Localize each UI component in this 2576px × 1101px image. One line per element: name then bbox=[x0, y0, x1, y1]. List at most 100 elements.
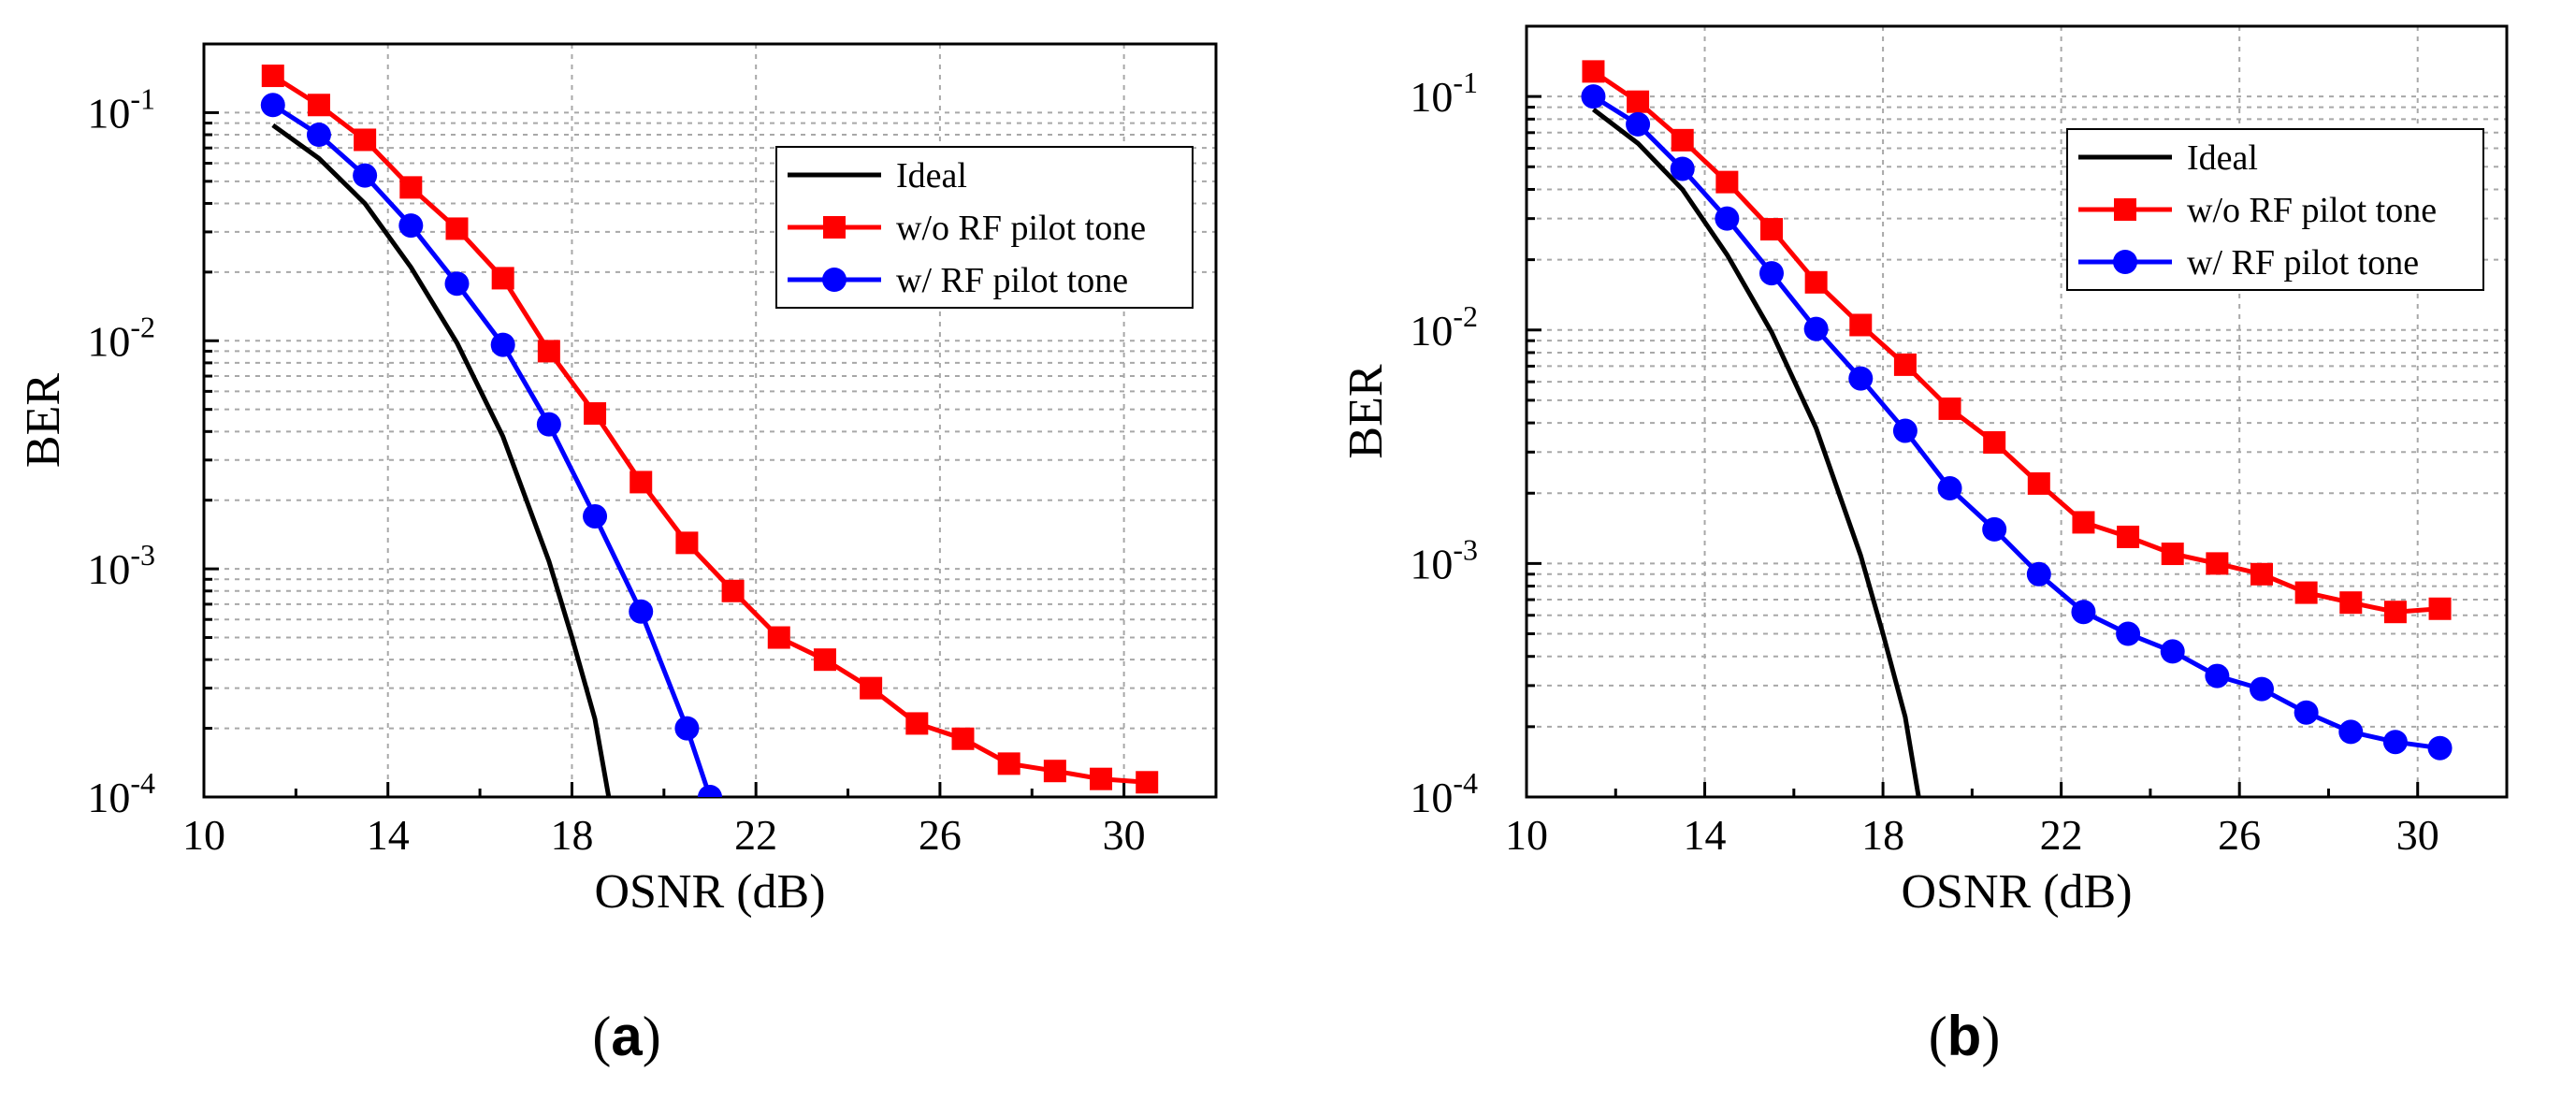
y-tick-label: 10-4 bbox=[1410, 766, 1478, 821]
data-point-circle bbox=[2427, 735, 2453, 761]
data-point-square bbox=[307, 94, 330, 117]
legend-marker-circle bbox=[2113, 250, 2137, 274]
data-point-circle bbox=[698, 785, 722, 797]
data-point-square bbox=[1090, 767, 1113, 790]
plot-frame bbox=[1525, 24, 2509, 799]
y-axis-title: BER bbox=[17, 373, 70, 468]
data-point-square bbox=[951, 727, 975, 750]
y-tick-exponent: -2 bbox=[130, 310, 155, 343]
data-point-square bbox=[2294, 581, 2318, 604]
data-point-circle bbox=[2205, 663, 2230, 688]
data-point-square bbox=[1983, 430, 2006, 454]
data-point-square bbox=[1893, 353, 1917, 376]
data-point-circle bbox=[1670, 156, 1695, 181]
legend-label: Ideal bbox=[2187, 138, 2258, 178]
panel-label-letter: b bbox=[1947, 1005, 1982, 1067]
data-point-circle bbox=[1982, 516, 2007, 542]
data-point-circle bbox=[444, 271, 470, 297]
panel-label: (b) bbox=[1929, 1005, 2001, 1067]
x-tick-label: 10 bbox=[1505, 811, 1548, 859]
data-point-circle bbox=[2250, 676, 2274, 702]
data-point-circle bbox=[490, 332, 515, 357]
data-point-square bbox=[1760, 218, 1783, 241]
panel-label-close: ) bbox=[643, 1006, 661, 1067]
data-point-circle bbox=[1892, 418, 1918, 443]
data-point-square bbox=[537, 340, 560, 363]
gridlines bbox=[204, 44, 1216, 797]
data-point-circle bbox=[1715, 206, 1740, 231]
series-group bbox=[1581, 60, 2453, 797]
legend-label: w/ RF pilot tone bbox=[896, 261, 1128, 300]
data-point-circle bbox=[1581, 84, 1606, 109]
data-point-square bbox=[2383, 601, 2407, 624]
data-point-square bbox=[1849, 313, 1873, 337]
x-axis-title: OSNR (dB) bbox=[594, 865, 825, 919]
x-tick-label: 18 bbox=[550, 811, 593, 859]
data-point-circle bbox=[1626, 111, 1651, 137]
data-point-square bbox=[2161, 543, 2184, 566]
data-point-circle bbox=[1848, 366, 1874, 391]
y-tick-label: 10-3 bbox=[1410, 532, 1478, 587]
series-line-0 bbox=[271, 123, 612, 797]
y-tick-exponent: -3 bbox=[130, 538, 155, 572]
data-point-square bbox=[491, 267, 514, 290]
data-point-square bbox=[1136, 771, 1159, 794]
data-point-square bbox=[1627, 90, 1650, 113]
data-point-square bbox=[1715, 170, 1739, 194]
data-point-circle bbox=[2338, 719, 2364, 745]
data-point-circle bbox=[583, 503, 608, 529]
data-point-square bbox=[2428, 597, 2452, 620]
legend-marker-square bbox=[2114, 198, 2136, 221]
panel-label-close: ) bbox=[1981, 1006, 2000, 1067]
legend-label: w/o RF pilot tone bbox=[2187, 191, 2437, 230]
x-axis-title: OSNR (dB) bbox=[1901, 865, 2132, 919]
data-point-square bbox=[1671, 128, 1694, 152]
data-point-square bbox=[905, 712, 929, 735]
series-line-0 bbox=[1591, 108, 1921, 797]
data-point-square bbox=[721, 579, 745, 602]
data-point-square bbox=[630, 471, 653, 494]
data-point-square bbox=[997, 752, 1020, 775]
data-point-circle bbox=[2294, 700, 2319, 725]
x-tick-label: 14 bbox=[367, 811, 410, 859]
data-point-square bbox=[354, 128, 377, 152]
legend-marker-circle bbox=[822, 268, 847, 292]
y-tick-exponent: -1 bbox=[130, 81, 155, 115]
x-tick-label: 26 bbox=[919, 811, 962, 859]
y-tick-label: 10-3 bbox=[87, 538, 155, 593]
data-point-circle bbox=[1937, 475, 1962, 500]
y-tick-label: 10-2 bbox=[1410, 299, 1478, 355]
data-point-square bbox=[813, 648, 836, 672]
x-tick-label: 22 bbox=[734, 811, 777, 859]
series-line-2 bbox=[271, 103, 713, 797]
x-axis: 10 14 18 22 26 30 bbox=[182, 782, 1146, 859]
data-point-circle bbox=[674, 716, 700, 741]
data-point-circle bbox=[1803, 316, 1829, 341]
data-point-square bbox=[860, 676, 883, 700]
y-tick-exponent: -2 bbox=[1453, 299, 1478, 333]
legend-label: Ideal bbox=[896, 156, 967, 196]
x-tick-label: 18 bbox=[1861, 811, 1904, 859]
y-tick-exponent: -4 bbox=[1453, 766, 1478, 800]
y-tick-base: 10 bbox=[87, 89, 130, 137]
data-point-circle bbox=[2116, 621, 2141, 646]
data-point-square bbox=[2117, 525, 2140, 548]
data-point-circle bbox=[2071, 600, 2096, 625]
legend-marker-square bbox=[823, 216, 846, 239]
x-axis: 10 14 18 22 26 30 bbox=[1505, 782, 2439, 859]
data-point-square bbox=[445, 217, 469, 240]
data-point-circle bbox=[353, 163, 378, 188]
data-point-circle bbox=[536, 412, 561, 437]
data-point-square bbox=[1582, 60, 1605, 83]
legend: Ideal w/o RF pilot tone w/ RF pilot tone bbox=[2066, 128, 2484, 291]
data-point-circle bbox=[1759, 261, 1784, 286]
data-point-square bbox=[584, 402, 607, 426]
legend-label: w/ RF pilot tone bbox=[2187, 243, 2419, 282]
x-tick-label: 14 bbox=[1684, 811, 1727, 859]
data-point-square bbox=[399, 176, 423, 199]
y-tick-label: 10-4 bbox=[87, 766, 155, 821]
x-tick-label: 30 bbox=[1103, 811, 1146, 859]
